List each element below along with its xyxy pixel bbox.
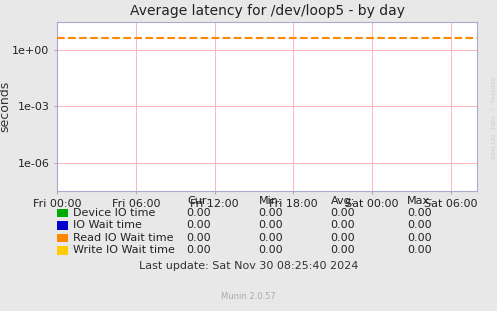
Text: Max:: Max: xyxy=(407,196,433,206)
Text: 0.00: 0.00 xyxy=(186,233,211,243)
Text: Cur:: Cur: xyxy=(187,196,210,206)
Text: 0.00: 0.00 xyxy=(331,233,355,243)
Y-axis label: seconds: seconds xyxy=(0,81,11,132)
Text: 0.00: 0.00 xyxy=(258,245,283,255)
Text: IO Wait time: IO Wait time xyxy=(73,220,142,230)
Text: Munin 2.0.57: Munin 2.0.57 xyxy=(221,292,276,300)
Text: Write IO Wait time: Write IO Wait time xyxy=(73,245,175,255)
Text: 0.00: 0.00 xyxy=(331,220,355,230)
Text: Device IO time: Device IO time xyxy=(73,208,156,218)
Text: 0.00: 0.00 xyxy=(331,245,355,255)
Text: Avg:: Avg: xyxy=(331,196,355,206)
Text: 0.00: 0.00 xyxy=(408,220,432,230)
Text: 0.00: 0.00 xyxy=(186,245,211,255)
Text: 0.00: 0.00 xyxy=(258,208,283,218)
Text: 0.00: 0.00 xyxy=(258,233,283,243)
Text: RRDTOOL / TOBI OETIKER: RRDTOOL / TOBI OETIKER xyxy=(490,77,495,160)
Text: 0.00: 0.00 xyxy=(408,208,432,218)
Text: 0.00: 0.00 xyxy=(186,208,211,218)
Text: 0.00: 0.00 xyxy=(408,245,432,255)
Text: 0.00: 0.00 xyxy=(258,220,283,230)
Text: 0.00: 0.00 xyxy=(186,220,211,230)
Title: Average latency for /dev/loop5 - by day: Average latency for /dev/loop5 - by day xyxy=(130,4,405,18)
Text: Min:: Min: xyxy=(259,196,283,206)
Text: 0.00: 0.00 xyxy=(408,233,432,243)
Text: 0.00: 0.00 xyxy=(331,208,355,218)
Text: Last update: Sat Nov 30 08:25:40 2024: Last update: Sat Nov 30 08:25:40 2024 xyxy=(139,261,358,271)
Text: Read IO Wait time: Read IO Wait time xyxy=(73,233,173,243)
